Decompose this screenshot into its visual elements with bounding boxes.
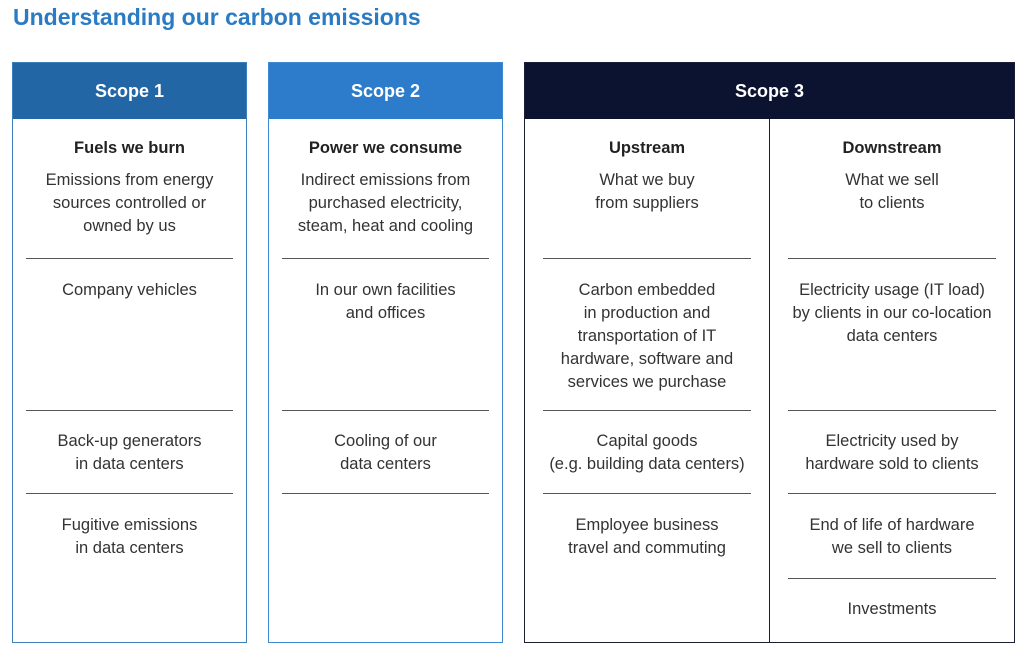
divider — [788, 493, 996, 494]
scope-3-downstream-column: Downstream What we sell to clients Elect… — [769, 119, 1014, 642]
downstream-item-hardware-electricity: Electricity used by hardware sold to cli… — [770, 430, 1014, 476]
item-line: Electricity usage (IT load) — [799, 281, 985, 299]
item-line: hardware, software and — [560, 350, 734, 368]
divider — [282, 258, 489, 259]
divider — [26, 493, 233, 494]
scope-2-panel: Scope 2 Power we consume Indirect emissi… — [268, 62, 503, 643]
downstream-item-colocation-electricity: Electricity usage (IT load) by clients i… — [770, 279, 1014, 348]
scope-3-panel: Scope 3 Upstream What we buy from suppli… — [524, 62, 1015, 643]
scope-1-item-vehicles: Company vehicles — [13, 279, 246, 302]
item-line: Employee business — [575, 516, 719, 534]
item-line: Carbon embedded — [578, 281, 716, 299]
description-line: Emissions from energy — [45, 171, 214, 189]
description-line: owned by us — [83, 217, 176, 235]
scope-1-header: Scope 1 — [13, 63, 246, 119]
scope-2-item-facilities: In our own facilities and offices — [269, 279, 502, 325]
description-line: What we sell — [845, 171, 939, 189]
item-line: services we purchase — [567, 373, 727, 391]
item-line: Back-up generators — [57, 432, 202, 450]
item-line: (e.g. building data centers) — [549, 455, 745, 473]
item-line: data centers — [846, 327, 938, 345]
item-line: Capital goods — [596, 432, 698, 450]
scope-2-item-cooling: Cooling of our data centers — [269, 430, 502, 476]
scope-2-heading: Power we consume — [308, 139, 463, 157]
divider — [543, 493, 751, 494]
item-line: Investments — [847, 600, 937, 618]
downstream-description: What we sell to clients — [770, 169, 1014, 215]
description-line: from suppliers — [595, 194, 699, 212]
divider — [282, 410, 489, 411]
item-line: in data centers — [75, 539, 184, 557]
description-line: purchased electricity, — [308, 194, 463, 212]
item-line: transportation of IT — [577, 327, 717, 345]
item-line: End of life of hardware — [809, 516, 975, 534]
item-line: we sell to clients — [831, 539, 953, 557]
description-line: Indirect emissions from — [300, 171, 471, 189]
scope-1-item-generators: Back-up generators in data centers — [13, 430, 246, 476]
downstream-item-investments: Investments — [770, 598, 1014, 621]
scope-1-column: Fuels we burn Emissions from energy sour… — [13, 119, 246, 642]
item-line: by clients in our co-location — [792, 304, 992, 322]
description-line: to clients — [859, 194, 925, 212]
upstream-item-capital-goods: Capital goods (e.g. building data center… — [525, 430, 769, 476]
description-line: steam, heat and cooling — [297, 217, 474, 235]
divider — [26, 410, 233, 411]
scope-1-item-fugitive: Fugitive emissions in data centers — [13, 514, 246, 560]
upstream-heading: Upstream — [608, 139, 686, 157]
upstream-description: What we buy from suppliers — [525, 169, 769, 215]
scope-3-header: Scope 3 — [525, 63, 1014, 119]
divider — [543, 410, 751, 411]
item-line: in data centers — [75, 455, 184, 473]
scope-2-description: Indirect emissions from purchased electr… — [269, 169, 502, 238]
item-line: travel and commuting — [568, 539, 726, 557]
scope-2-header: Scope 2 — [269, 63, 502, 119]
scope-2-column: Power we consume Indirect emissions from… — [269, 119, 502, 642]
scope-1-heading: Fuels we burn — [74, 139, 185, 157]
scope-1-panel: Scope 1 Fuels we burn Emissions from ene… — [12, 62, 247, 643]
upstream-item-embedded-carbon: Carbon embedded in production and transp… — [525, 279, 769, 394]
item-line: data centers — [340, 455, 431, 473]
page-title: Understanding our carbon emissions — [13, 4, 421, 30]
divider — [788, 258, 996, 259]
divider — [788, 410, 996, 411]
downstream-item-end-of-life: End of life of hardware we sell to clien… — [770, 514, 1014, 560]
item-line: in production and — [583, 304, 711, 322]
item-line: Cooling of our — [334, 432, 437, 450]
item-line: In our own facilities — [315, 281, 456, 299]
scope-3-upstream-column: Upstream What we buy from suppliers Carb… — [525, 119, 769, 642]
divider — [543, 258, 751, 259]
divider — [282, 493, 489, 494]
upstream-item-employee-travel: Employee business travel and commuting — [525, 514, 769, 560]
downstream-heading: Downstream — [842, 139, 942, 157]
divider — [788, 578, 996, 579]
item-line: hardware sold to clients — [805, 455, 979, 473]
scope-1-description: Emissions from energy sources controlled… — [13, 169, 246, 238]
description-line: sources controlled or — [52, 194, 207, 212]
item-line: Electricity used by — [825, 432, 959, 450]
divider — [26, 258, 233, 259]
item-line: Company vehicles — [62, 281, 197, 299]
item-line: Fugitive emissions — [61, 516, 198, 534]
item-line: and offices — [345, 304, 426, 322]
description-line: What we buy — [599, 171, 695, 189]
